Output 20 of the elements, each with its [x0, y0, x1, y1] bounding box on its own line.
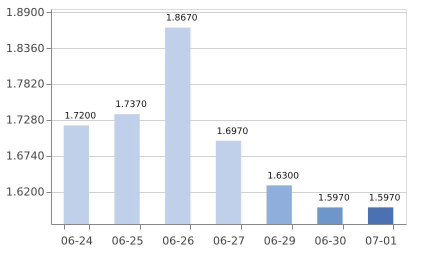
x-tick-label: 07-01	[365, 234, 398, 248]
x-tick-label: 06-24	[60, 234, 93, 248]
data-label: 1.7370	[115, 100, 148, 110]
data-label: 1.8670	[166, 14, 198, 24]
y-tick-label: 1.8900	[6, 6, 44, 19]
data-label: 1.7200	[64, 111, 96, 122]
x-tick-label: 06-29	[264, 234, 296, 248]
data-label: 1.5970	[368, 193, 401, 204]
x-tick-label: 06-26	[162, 234, 194, 248]
data-label: 1.6300	[267, 171, 300, 182]
data-label: 1.5970	[318, 193, 350, 204]
x-tick-label: 06-25	[112, 234, 144, 248]
y-tick-label: 1.8360	[6, 42, 44, 55]
y-tick-label: 1.7280	[6, 114, 44, 127]
y-tick-label: 1.6740	[6, 150, 44, 163]
x-tick-label: 06-27	[213, 234, 245, 248]
y-tick-label: 1.7820	[6, 78, 44, 91]
y-tick-label: 1.6200	[6, 186, 44, 199]
data-label: 1.6970	[216, 126, 249, 137]
x-tick-label: 06-30	[314, 234, 346, 248]
